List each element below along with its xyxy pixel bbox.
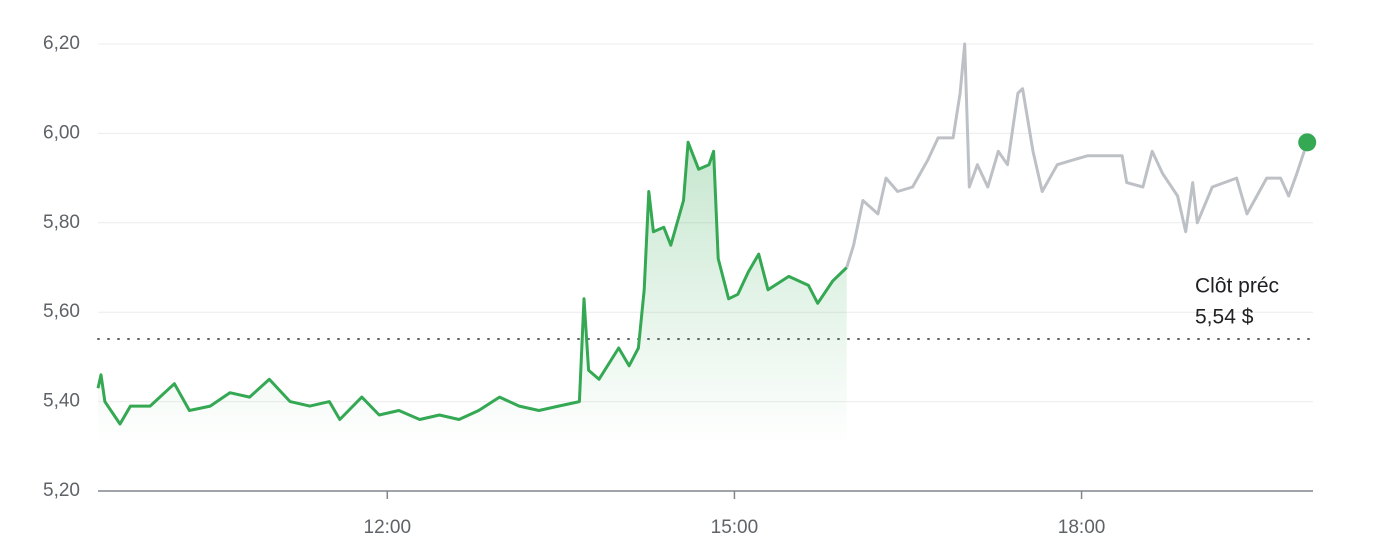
y-tick-label: 5,20 — [43, 480, 80, 501]
plot — [96, 42, 1317, 446]
x-tick-label: 12:00 — [364, 517, 412, 538]
y-tick-label: 5,40 — [43, 391, 80, 412]
price-line — [96, 140, 848, 426]
area — [98, 142, 847, 446]
x-tick-label: 15:00 — [711, 517, 759, 538]
price-line — [845, 42, 1309, 268]
y-tick-label: 5,60 — [43, 301, 80, 322]
prev-close-value: 5,54 $ — [1195, 306, 1254, 329]
y-tick-label: 6,00 — [43, 122, 80, 143]
prev-close-title: Clôt préc — [1195, 275, 1279, 298]
x-tick-label: 18:00 — [1058, 517, 1106, 538]
last-point — [1298, 133, 1317, 152]
y-tick-label: 5,80 — [43, 212, 80, 233]
y-tick-label: 6,20 — [43, 33, 80, 54]
